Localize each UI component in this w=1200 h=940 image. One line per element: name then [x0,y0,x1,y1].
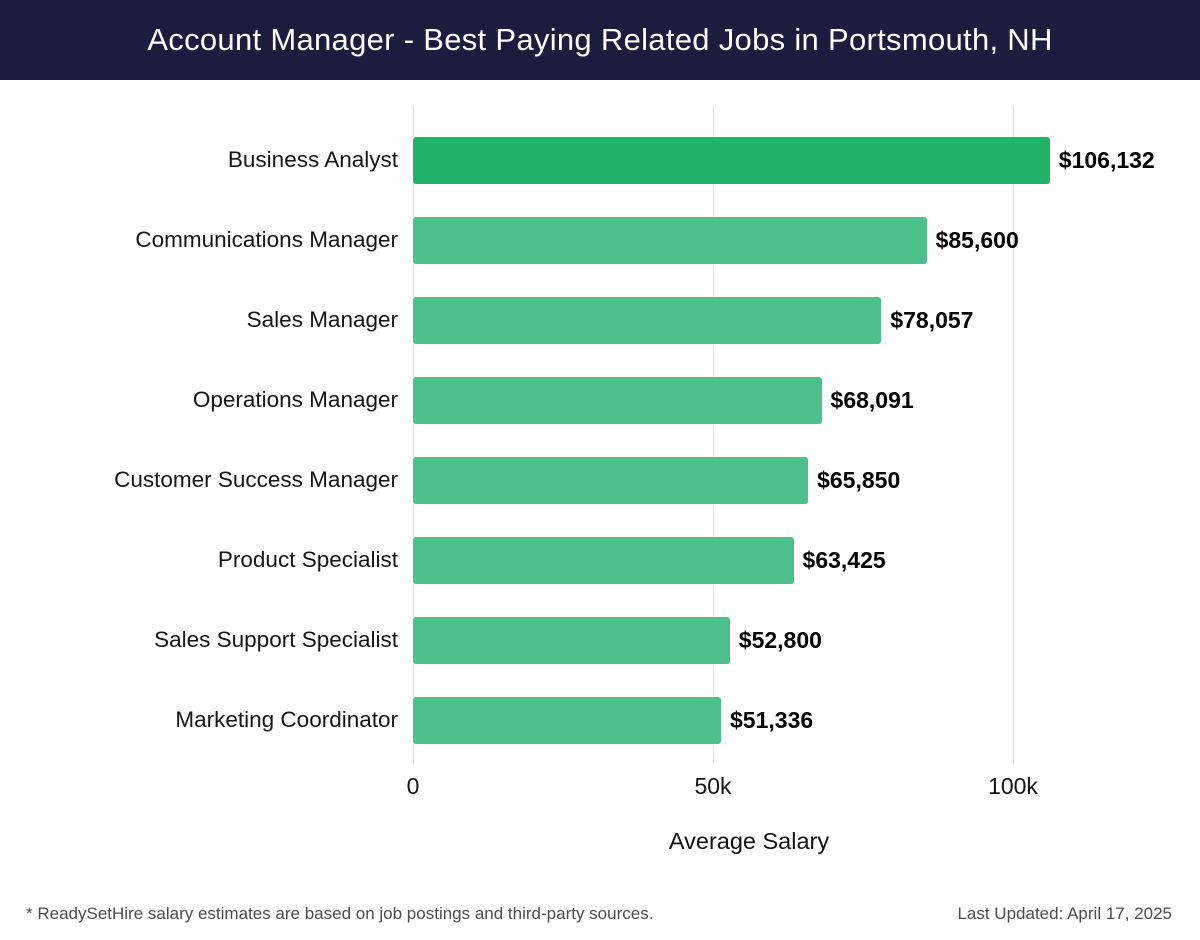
bar-track: $65,850 [413,440,1085,520]
chart-row: Sales Manager $78,057 [0,280,1200,360]
category-label: Communications Manager [135,227,398,252]
salary-bar [413,216,927,264]
chart-row: Sales Support Specialist $52,800 [0,600,1200,680]
gridline [713,106,714,764]
bar-track: $85,600 [413,200,1085,280]
bar-track: $68,091 [413,360,1085,440]
bar-track: $51,336 [413,680,1085,760]
value-label: $85,600 [935,226,1019,253]
value-label: $68,091 [830,386,914,413]
salary-bar [413,136,1050,184]
category-label: Business Analyst [227,147,398,172]
category-label: Sales Support Specialist [154,627,398,652]
chart-row: Customer Success Manager $65,850 [0,440,1200,520]
x-tick-label: 100k [988,773,1038,799]
x-tick-label: 0 [406,773,420,799]
x-axis-ticks: 0 50k 100k [407,760,1085,806]
x-axis-label: Average Salary [668,828,830,854]
category-label: Product Specialist [217,547,398,572]
chart-row: Product Specialist $63,425 [0,520,1200,600]
value-label: $63,425 [802,546,886,573]
chart-body: Business Analyst $106,132 Communications M… [0,106,1200,764]
chart-rows: Business Analyst $106,132 Communications M… [0,120,1200,760]
gridlines [413,106,1085,764]
footer-last-updated: Last Updated: April 17, 2025 [957,904,1172,923]
bar-track: $106,132 [413,120,1155,200]
value-label: $52,800 [738,626,822,653]
chart-row: Communications Manager $85,600 [0,200,1200,280]
x-tick-label: 50k [694,773,732,799]
chart-row: Business Analyst $106,132 [0,120,1200,200]
header-banner: Account Manager - Best Paying Related Jo… [0,0,1200,80]
value-label: $51,336 [730,706,814,733]
salary-bar [413,616,730,664]
category-label: Sales Manager [246,307,398,332]
page-title: Account Manager - Best Paying Related Jo… [147,22,1053,57]
salary-bar [413,536,794,584]
chart-row: Marketing Coordinator $51,336 [0,680,1200,760]
bar-track: $52,800 [413,600,1085,680]
category-label: Operations Manager [192,387,398,412]
gridline [1013,106,1014,764]
value-label: $65,850 [817,466,901,493]
bar-chart: Business Analyst $106,132 Communications M… [0,80,1200,904]
footer-note: * ReadySetHire salary estimates are base… [26,904,654,923]
bar-track: $78,057 [413,280,1085,360]
value-label: $78,057 [890,306,974,333]
page-footer: * ReadySetHire salary estimates are base… [0,904,1200,940]
category-label: Customer Success Manager [114,467,398,492]
bar-track: $63,425 [413,520,1085,600]
salary-bar [413,456,809,504]
salary-bar [413,296,882,344]
gridline [413,106,414,764]
chart-row: Operations Manager $68,091 [0,360,1200,440]
salary-bar [413,376,822,424]
category-label: Marketing Coordinator [175,707,398,732]
value-label: $106,132 [1058,146,1155,173]
salary-bar [413,696,722,744]
